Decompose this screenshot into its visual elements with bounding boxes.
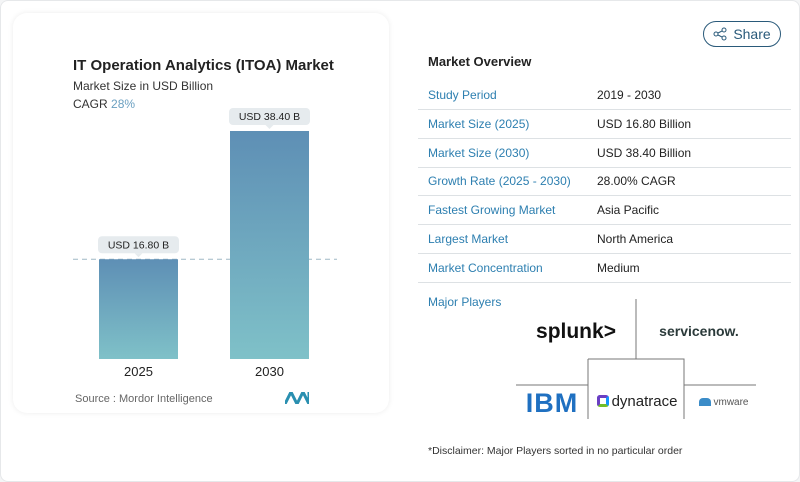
disclaimer: *Disclaimer: Major Players sorted in no … — [428, 445, 683, 457]
row-value: Asia Pacific — [597, 203, 660, 218]
overview-row: Growth Rate (2025 - 2030) 28.00% CAGR — [418, 167, 791, 197]
bar-2025 — [99, 259, 178, 359]
data-label: USD 16.80 B — [108, 239, 169, 251]
data-label-pointer — [134, 253, 143, 258]
overview-row: Largest Market North America — [418, 225, 791, 254]
data-label-pointer — [265, 125, 274, 129]
player-logo-servicenow: servicenow. — [659, 323, 739, 339]
source-text: Source : Mordor Intelligence — [75, 393, 213, 405]
overview-row: Fastest Growing Market Asia Pacific — [418, 196, 791, 226]
share-button[interactable]: Share — [703, 21, 781, 47]
row-label: Growth Rate (2025 - 2030) — [428, 174, 571, 189]
cagr: CAGR 28% — [73, 97, 135, 111]
vmware-text: vmware — [713, 396, 749, 408]
chart-subtitle: Market Size in USD Billion — [73, 79, 214, 93]
vmware-icon — [699, 398, 712, 406]
cagr-label: CAGR — [73, 97, 108, 111]
row-label: Largest Market — [428, 232, 509, 246]
dynatrace-text: dynatrace — [611, 392, 678, 410]
data-label: USD 38.40 B — [239, 111, 300, 123]
row-label: Fastest Growing Market — [428, 203, 556, 218]
share-label: Share — [733, 26, 771, 42]
bar-2030 — [230, 131, 309, 359]
x-tick-label: 2030 — [255, 364, 284, 379]
chart-card — [13, 13, 389, 413]
player-logo-vmware: vmware — [693, 393, 755, 411]
row-value: North America — [597, 232, 674, 246]
overview-row: Market Size (2025) USD 16.80 Billion — [418, 110, 791, 139]
dynatrace-icon — [596, 395, 609, 407]
row-value: USD 38.40 Billion — [597, 145, 692, 160]
row-label: Market Size (2025) — [428, 116, 530, 131]
chart-title: IT Operation Analytics (ITOA) Market — [73, 57, 334, 74]
data-label-bg — [229, 108, 310, 125]
players-grid-lines — [516, 299, 756, 419]
share-icon — [713, 27, 727, 41]
row-label: Market Concentration — [428, 260, 543, 275]
data-label-bg — [98, 236, 179, 254]
x-tick-label: 2025 — [124, 364, 153, 379]
player-logo-ibm: IBM — [525, 387, 579, 418]
overview-row: Market Size (2030) USD 38.40 Billion — [418, 139, 791, 168]
row-label: Market Size (2030) — [428, 145, 530, 160]
cagr-value: 28% — [111, 97, 136, 111]
player-logo-splunk: splunk> — [536, 320, 616, 343]
overview-row: Market Concentration Medium — [418, 254, 791, 283]
mordor-logo-icon — [285, 392, 309, 404]
player-logo-dynatrace: dynatrace — [589, 389, 685, 413]
bar-chart: USD 16.80 B 2025 USD 38.40 B 2030 — [73, 108, 337, 379]
overview-title: Market Overview — [428, 54, 532, 69]
major-players-label: Major Players — [428, 295, 502, 309]
row-value: USD 16.80 Billion — [597, 116, 692, 131]
overview-row: Study Period 2019 - 2030 — [418, 81, 791, 110]
row-value: 28.00% CAGR — [597, 174, 676, 189]
row-value: Medium — [597, 260, 640, 275]
row-label: Study Period — [428, 88, 497, 102]
row-value: 2019 - 2030 — [597, 88, 662, 102]
